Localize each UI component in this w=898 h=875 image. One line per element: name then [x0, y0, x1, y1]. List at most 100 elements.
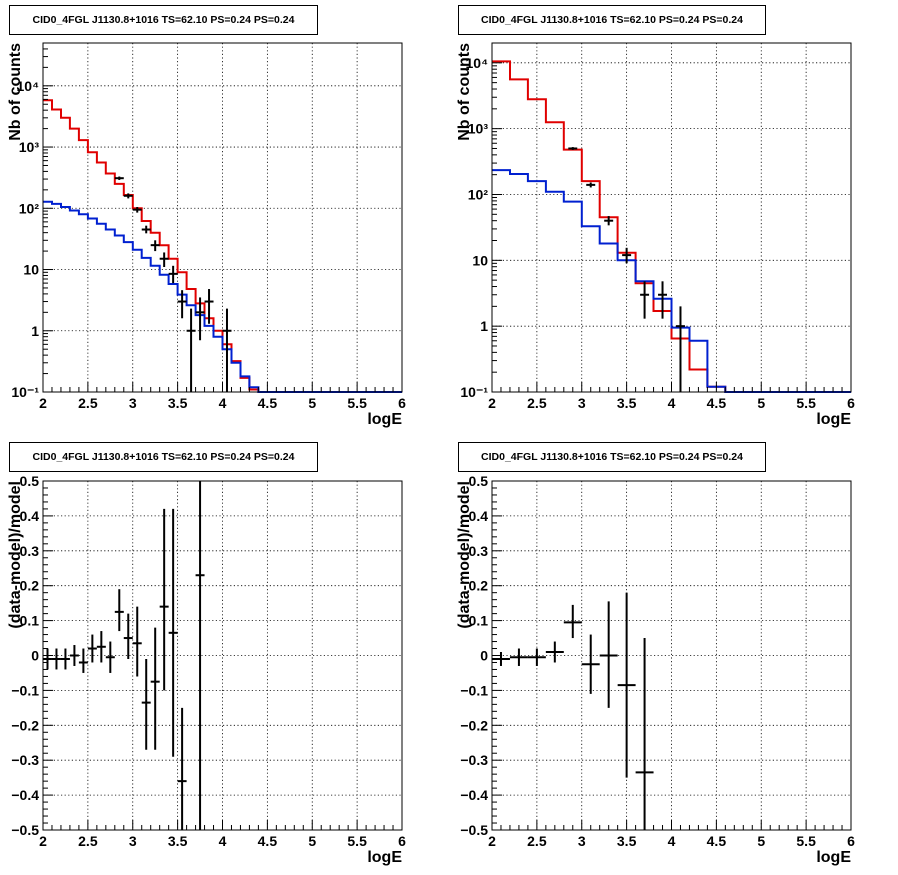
data-point: [640, 281, 650, 319]
data-point: [51, 648, 61, 670]
x-tick-label: 4.5: [707, 833, 727, 849]
x-tick-label: 4.5: [707, 395, 727, 411]
y-tick-label: 0.5: [469, 473, 489, 489]
x-tick-label: 5: [308, 833, 316, 849]
y-tick-label: 0.4: [20, 508, 40, 524]
y-tick-label: −0.3: [460, 752, 488, 768]
data-point: [186, 308, 196, 392]
y-tick-label: 0.3: [20, 543, 40, 559]
x-tick-label: 3.5: [168, 395, 188, 411]
x-tick-label: 2: [488, 395, 496, 411]
data-point: [581, 634, 600, 694]
y-tick-label: 10⁴: [17, 78, 40, 94]
plot-frame: [491, 480, 852, 831]
data-point: [177, 707, 187, 830]
x-tick-label: 3.5: [168, 833, 188, 849]
plot-frame: [491, 42, 852, 393]
x-axis-label: logE: [816, 411, 851, 428]
x-tick-label: 5.5: [796, 395, 816, 411]
y-axis-label: (data-model)/model: [7, 481, 24, 629]
x-tick-label: 3: [578, 833, 586, 849]
y-tick-label: 0: [480, 648, 488, 664]
x-tick-label: 5: [757, 395, 765, 411]
data-point: [114, 176, 124, 180]
data-point: [586, 182, 596, 188]
plot-1: 2 2.5 3 3.5 4 4.5 5 5.5 6 10⁻¹ 1 10 10² 10³ 10⁴ logE Nb …: [456, 42, 855, 428]
y-axis-label: Nb of counts: [456, 43, 473, 141]
x-tick-label: 4: [668, 395, 676, 411]
y-tick-label: 1: [31, 323, 39, 339]
data-point: [159, 508, 169, 691]
x-tick-label: 2.5: [78, 395, 98, 411]
x-tick-label: 6: [847, 833, 855, 849]
y-tick-label: −0.2: [11, 717, 39, 733]
x-tick-label: 2: [39, 833, 47, 849]
x-tick-label: 6: [398, 833, 406, 849]
y-tick-label: −0.4: [11, 787, 39, 803]
x-tick-label: 5.5: [347, 395, 367, 411]
data-point: [635, 638, 654, 830]
title-box-bottom-right: CID0_4FGL J1130.8+1016 TS=62.10 PS=0.24 …: [458, 442, 766, 472]
plot-3: 2 2.5 3 3.5 4 4.5 5 5.5 6 −0.5 −0.4 −0.3 −0.2 −0.1 0 0.…: [456, 473, 855, 866]
x-tick-label: 2: [39, 395, 47, 411]
x-tick-label: 5.5: [347, 833, 367, 849]
x-tick-label: 6: [847, 395, 855, 411]
x-tick-label: 2.5: [78, 833, 98, 849]
x-tick-label: 4.5: [258, 395, 278, 411]
data-point: [69, 645, 79, 666]
y-axis-label: Nb of counts: [7, 43, 24, 141]
data-point: [604, 216, 614, 226]
data-point: [87, 634, 97, 663]
y-tick-label: −0.4: [460, 787, 488, 803]
y-tick-label: 10: [23, 262, 39, 278]
x-tick-label: 4.5: [258, 833, 278, 849]
x-tick-label: 3.5: [617, 833, 637, 849]
data-point: [675, 306, 685, 392]
data-point: [159, 252, 169, 267]
y-tick-label: −0.1: [460, 682, 488, 698]
y-axis-label: (data-model)/model: [456, 481, 473, 629]
data-point: [568, 147, 578, 150]
data-point: [43, 648, 52, 670]
x-tick-label: 3: [578, 395, 586, 411]
x-tick-label: 2: [488, 833, 496, 849]
data-point: [96, 631, 106, 663]
title-box-top-left: CID0_4FGL J1130.8+1016 TS=62.10 PS=0.24 …: [9, 5, 318, 35]
plot-frame: [42, 480, 403, 831]
y-tick-label: 10⁻¹: [460, 384, 488, 400]
data-point: [123, 193, 133, 199]
x-axis-label: logE: [367, 849, 402, 866]
y-tick-label: 10: [472, 252, 488, 268]
data-point: [492, 652, 510, 666]
y-tick-label: 0.3: [469, 543, 489, 559]
x-tick-label: 2.5: [527, 833, 547, 849]
data-point: [545, 641, 564, 663]
y-tick-label: 10⁻¹: [11, 384, 39, 400]
y-tick-label: −0.1: [11, 682, 39, 698]
data-point: [150, 627, 160, 750]
y-tick-label: 10²: [19, 200, 40, 216]
data-point: [204, 289, 214, 324]
y-tick-label: 0.5: [20, 473, 40, 489]
data-point: [141, 658, 151, 750]
data-point: [132, 206, 142, 213]
y-tick-label: 0.1: [20, 613, 40, 629]
y-tick-label: 10³: [19, 139, 40, 155]
y-tick-label: 10²: [468, 186, 489, 202]
data-point: [658, 281, 668, 319]
plot-2: 2 2.5 3 3.5 4 4.5 5 5.5 6 −0.5 −0.4 −0.3 −0.2 −0.1 0 0.…: [7, 473, 406, 866]
y-tick-label: 0.4: [469, 508, 489, 524]
y-tick-label: 10³: [468, 121, 489, 137]
y-tick-label: 0.2: [469, 578, 489, 594]
data-point: [527, 648, 546, 666]
data-point: [105, 641, 115, 673]
data-point: [168, 265, 178, 284]
y-tick-label: −0.3: [11, 752, 39, 768]
y-tick-label: −0.2: [460, 717, 488, 733]
data-point: [168, 508, 178, 757]
x-tick-label: 5: [308, 395, 316, 411]
data-point: [141, 225, 151, 234]
data-point: [114, 589, 124, 632]
x-tick-label: 2.5: [527, 395, 547, 411]
